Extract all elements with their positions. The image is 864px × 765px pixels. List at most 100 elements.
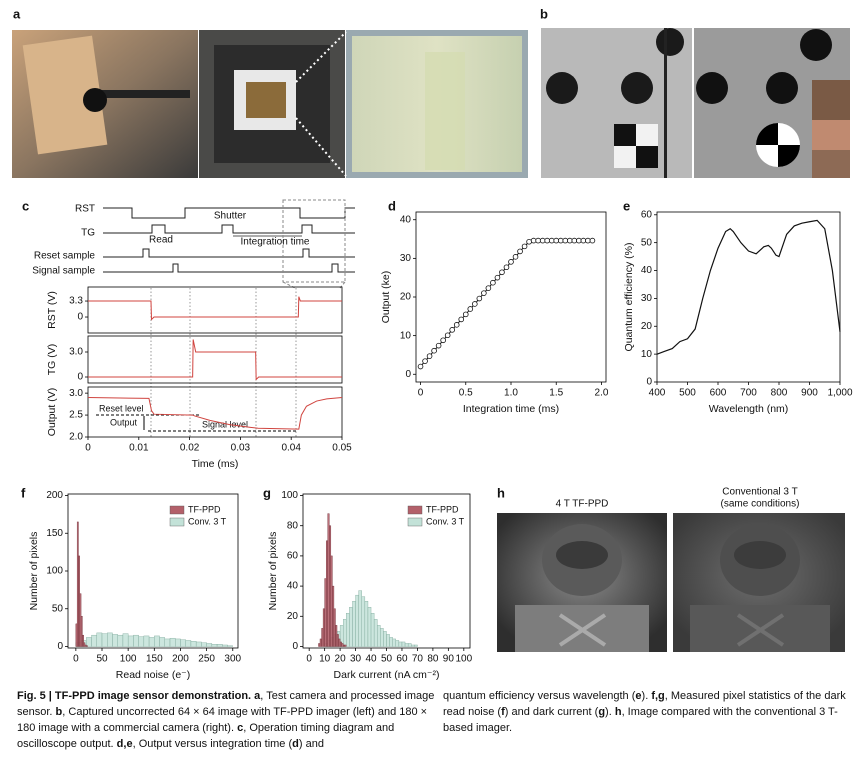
x-axis-label: Integration time (ms) (463, 403, 559, 415)
x-tick-label: 10 (319, 654, 331, 665)
data-point (589, 237, 596, 244)
scope-trace (88, 296, 342, 321)
histogram-bar (407, 643, 412, 647)
data-point (490, 279, 496, 286)
histogram-bar (101, 633, 108, 647)
panel-label: b (540, 6, 548, 21)
caption-text: quantum efficiency versus wavelength ( (443, 690, 636, 702)
timing-annotation: Integration time (241, 237, 310, 248)
histogram-bar (112, 634, 118, 647)
y-axis-label: Output (V) (46, 388, 58, 436)
caption-text: c (237, 722, 244, 734)
histogram-bar (206, 643, 213, 647)
caption-text: , Measured pixel statistics of the dark … (443, 690, 846, 718)
histogram-bar (395, 640, 400, 647)
data-point (476, 295, 483, 302)
panel-label: f (21, 485, 26, 500)
data-point (526, 238, 532, 245)
y-tick-label: 50 (52, 603, 64, 614)
data-point (548, 237, 555, 244)
x-axis-label: Wavelength (nm) (709, 403, 789, 415)
data-point (521, 243, 528, 250)
timing-annotation: Shutter (214, 211, 247, 222)
data-point (535, 237, 541, 244)
caption-text: ) and (298, 738, 324, 750)
y-tick-label: 10 (400, 330, 412, 341)
histogram-bar (117, 634, 124, 647)
caption-right: quantum efficiency versus wavelength (e)… (443, 688, 858, 736)
data-point (485, 285, 492, 291)
dot (621, 72, 653, 104)
histogram-bar (169, 637, 176, 647)
zoom-line (295, 31, 347, 83)
x-tick-label: 20 (335, 654, 347, 665)
histogram-bar (86, 637, 92, 647)
patch (812, 150, 850, 178)
histogram-bar (216, 644, 223, 647)
legend-swatch (169, 517, 185, 527)
data-point (449, 327, 455, 333)
data-point (576, 237, 582, 244)
histogram-bar (367, 607, 372, 647)
data-point (503, 264, 510, 271)
caption-text: f (501, 706, 505, 718)
caption-text: d,e (116, 738, 133, 750)
x-tick-label: 1.0 (504, 388, 518, 399)
figure-face (734, 541, 786, 569)
data-point (467, 306, 474, 312)
histogram-bar (336, 634, 339, 647)
signal-sample-waveform (103, 263, 355, 273)
caption-text: ) and dark current ( (504, 706, 599, 718)
sensor-band (425, 52, 465, 170)
caption-text: Fig. 5 | TF-PPD image sensor demonstrati… (17, 690, 261, 702)
x-tick-label: 0 (418, 388, 424, 399)
data-point (585, 237, 591, 244)
histogram-bar (330, 555, 333, 647)
histogram-bar (96, 632, 103, 647)
caption-text: g (598, 706, 606, 718)
caption-left: Fig. 5 | TF-PPD image sensor demonstrati… (17, 688, 435, 752)
figure-cross (736, 613, 785, 647)
legend-label: Conv. 3 T (426, 516, 465, 526)
dot (800, 29, 832, 61)
figure-face (556, 541, 608, 569)
panel-label: c (22, 198, 29, 213)
dot (766, 72, 798, 104)
y-tick-label: 20 (400, 292, 412, 303)
histogram-bar (370, 613, 375, 647)
histogram-bar (386, 634, 390, 647)
y-axis-label: Number of pixels (267, 532, 279, 611)
checker (614, 124, 636, 146)
data-point (512, 254, 519, 260)
histogram-bar (411, 644, 415, 647)
histogram-bar (364, 600, 369, 647)
y-tick-label: 40 (287, 581, 299, 592)
panel-label: a (13, 6, 21, 21)
dot (546, 72, 578, 104)
x-tick-label: 70 (412, 654, 424, 665)
y-tick-label: 0 (646, 377, 652, 388)
signal-label: TG (81, 228, 95, 239)
data-line (656, 219, 841, 355)
histogram-bar (373, 619, 378, 647)
x-tick-label: 0.04 (281, 443, 301, 454)
caption-text: , Image compared with the conventional 3… (443, 706, 838, 734)
histogram-bar (414, 644, 418, 647)
x-tick-label: 900 (801, 388, 818, 399)
y-tick-label: 2.0 (69, 432, 83, 443)
panel-b-images (541, 28, 850, 178)
data-point (553, 237, 560, 244)
data-point (562, 237, 569, 244)
x-tick-label: 0.05 (332, 443, 352, 454)
x-tick-label: 700 (740, 388, 757, 399)
y-axis-label: Number of pixels (28, 532, 40, 611)
histogram-bar (346, 613, 350, 647)
histogram-bar (325, 540, 328, 647)
data-point (462, 311, 469, 318)
timing-labels: RST TG Reset sample Signal sample Read S… (32, 204, 310, 430)
histogram-bar (349, 607, 353, 647)
histogram-bar (380, 628, 384, 647)
histogram-bar (389, 637, 393, 647)
x-axis-label: Time (ms) (192, 458, 239, 470)
tg-waveform (103, 224, 355, 234)
